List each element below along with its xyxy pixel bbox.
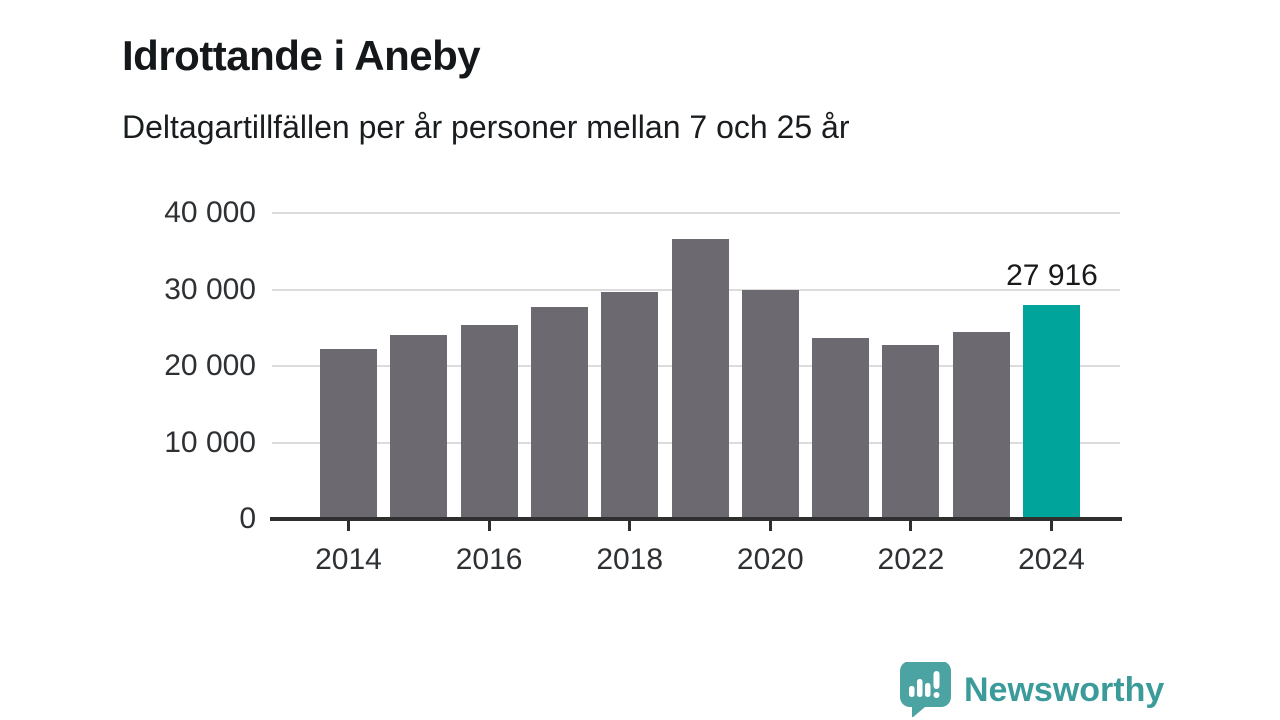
gridline-40000 bbox=[272, 212, 1120, 214]
bar-2019 bbox=[671, 239, 729, 519]
x-tick-mark-2018 bbox=[628, 521, 632, 531]
bar-2018 bbox=[601, 291, 659, 519]
y-tick-label-20000: 20 000 bbox=[164, 349, 256, 382]
bar-2016 bbox=[460, 324, 518, 519]
bar-2017 bbox=[530, 307, 588, 519]
x-tick-mark-2020 bbox=[768, 521, 772, 531]
y-tick-label-0: 0 bbox=[239, 502, 256, 535]
y-tick-label-40000: 40 000 bbox=[164, 196, 256, 229]
bar-2020 bbox=[741, 290, 799, 519]
bar-2024 bbox=[1023, 305, 1080, 519]
bar-2015 bbox=[390, 334, 448, 519]
x-tick-mark-2016 bbox=[487, 521, 491, 531]
x-tick-label-2018: 2018 bbox=[596, 543, 664, 576]
plot-area bbox=[270, 212, 1122, 521]
y-tick-label-10000: 10 000 bbox=[164, 425, 256, 459]
newsworthy-chart-bubble-icon bbox=[897, 661, 953, 718]
newsworthy-wordmark: Newsworthy bbox=[964, 670, 1165, 709]
bar-2014 bbox=[320, 349, 377, 519]
bar-2021 bbox=[812, 337, 870, 519]
bar-2022 bbox=[882, 344, 940, 519]
chart-subtitle: Deltagartillfällen per år personer mella… bbox=[122, 109, 850, 145]
x-axis: 2014 2016 2018 2020 2022 2024 bbox=[272, 519, 1120, 589]
x-tick-label-2022: 2022 bbox=[877, 543, 945, 576]
x-tick-mark-2014 bbox=[347, 521, 350, 531]
x-tick-mark-2022 bbox=[909, 521, 913, 531]
newsworthy-logo: Newsworthy bbox=[897, 661, 1165, 718]
x-axis-line bbox=[270, 517, 1122, 521]
page-title: Idrottande i Aneby bbox=[122, 32, 481, 80]
x-tick-label-2016: 2016 bbox=[455, 543, 523, 576]
highlight-value-label: 27 916 bbox=[1006, 259, 1098, 292]
x-tick-label-2024: 2024 bbox=[1018, 543, 1085, 576]
y-tick-label-30000: 30 000 bbox=[164, 272, 256, 306]
bar-2023 bbox=[952, 332, 1010, 519]
x-tick-label-2020: 2020 bbox=[736, 543, 804, 576]
x-tick-mark-2024 bbox=[1050, 521, 1053, 531]
x-tick-label-2014: 2014 bbox=[315, 543, 382, 576]
